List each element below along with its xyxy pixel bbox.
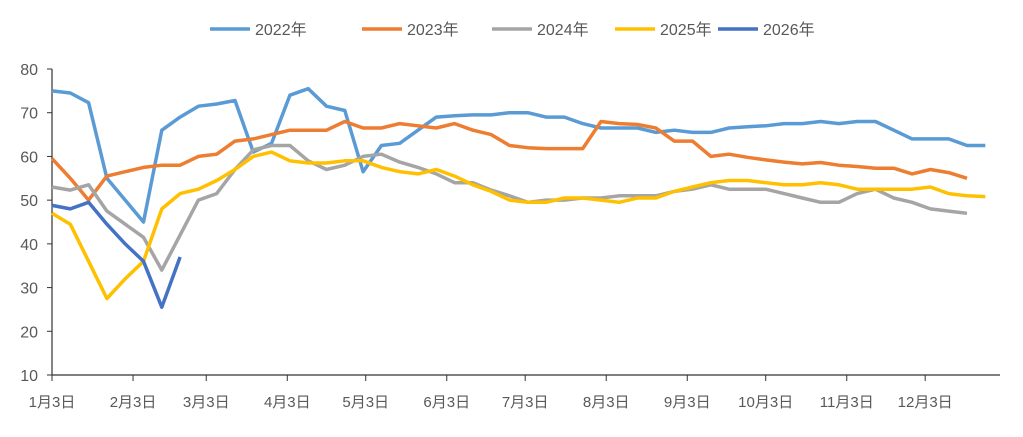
y-tick-label: 20 (20, 324, 38, 341)
x-tick-label: 7月3日 (502, 394, 549, 411)
y-tick-label: 10 (20, 368, 38, 385)
legend-label: 2026年 (763, 21, 815, 39)
x-tick-label: 3月3日 (183, 394, 230, 411)
x-tick-label: 10月3日 (738, 394, 793, 411)
y-tick-label: 70 (20, 106, 38, 123)
legend-label: 2025年 (660, 21, 712, 39)
y-tick-label: 50 (20, 193, 38, 210)
y-tick-label: 40 (20, 237, 38, 254)
y-tick-label: 80 (20, 62, 38, 79)
x-tick-label: 6月3日 (423, 394, 470, 411)
legend-label: 2023年 (407, 21, 459, 39)
x-tick-label: 11月3日 (820, 394, 874, 411)
legend-label: 2022年 (255, 21, 307, 39)
x-tick-label: 2月3日 (110, 394, 157, 411)
legend: 2022年 2023年 2024年 2025年 2026年 (210, 21, 815, 39)
legend-label: 2024年 (537, 21, 589, 39)
y-tick-label: 30 (20, 281, 38, 298)
x-tick-label: 12月3日 (898, 394, 953, 411)
x-tick-label: 8月3日 (583, 394, 630, 411)
x-tick-label: 4月3日 (264, 394, 311, 411)
series-line-2025年 (52, 152, 985, 298)
x-tick-label: 1月3日 (29, 394, 76, 411)
x-tick-label: 9月3日 (664, 394, 711, 411)
series-line-2023年 (52, 122, 967, 201)
series-lines (52, 89, 986, 308)
y-tick-label: 60 (20, 149, 38, 166)
x-tick-label: 5月3日 (342, 394, 389, 411)
